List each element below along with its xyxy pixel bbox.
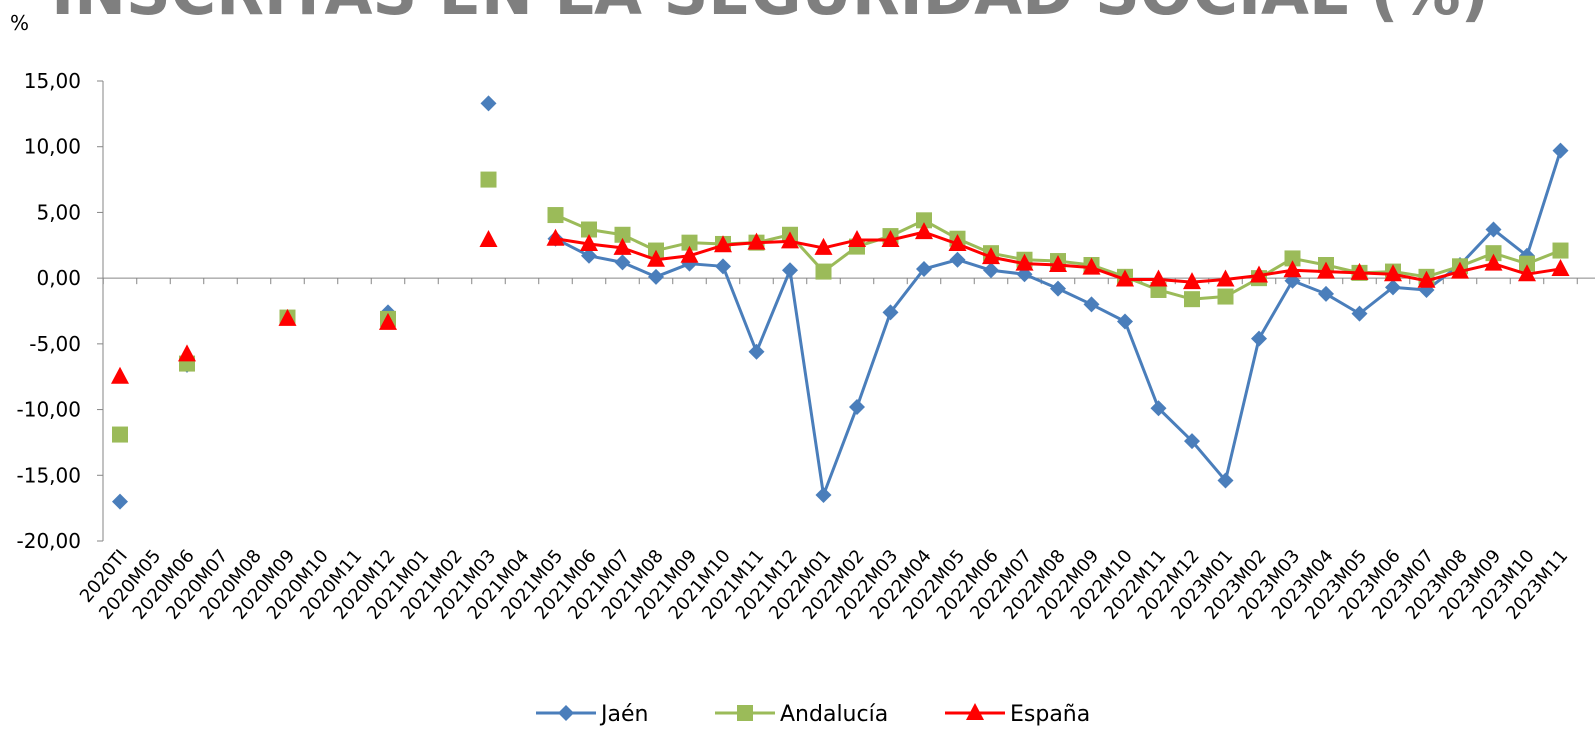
marker bbox=[648, 268, 664, 285]
marker bbox=[1082, 257, 1101, 275]
marker bbox=[1217, 288, 1234, 305]
y-tick-label: -15,00 bbox=[17, 463, 81, 487]
marker bbox=[916, 212, 932, 229]
marker bbox=[1318, 285, 1334, 302]
marker bbox=[1551, 258, 1570, 276]
marker bbox=[379, 312, 397, 330]
marker bbox=[1216, 269, 1235, 287]
marker bbox=[849, 398, 865, 415]
marker bbox=[1283, 260, 1302, 278]
marker bbox=[782, 262, 798, 279]
marker bbox=[614, 226, 631, 243]
marker bbox=[614, 254, 631, 271]
marker bbox=[781, 231, 799, 249]
marker bbox=[737, 705, 753, 721]
marker bbox=[882, 304, 899, 321]
marker bbox=[1217, 472, 1234, 489]
marker bbox=[581, 221, 597, 238]
marker bbox=[915, 222, 933, 240]
marker bbox=[1251, 330, 1267, 347]
marker bbox=[1485, 221, 1502, 238]
marker bbox=[1083, 296, 1100, 313]
marker bbox=[748, 343, 765, 360]
y-tick-label: 10,00 bbox=[24, 135, 81, 159]
marker bbox=[1150, 400, 1167, 417]
marker bbox=[1183, 272, 1201, 290]
marker bbox=[1552, 242, 1569, 259]
marker bbox=[546, 228, 565, 246]
marker bbox=[681, 234, 698, 251]
y-tick-label: -10,00 bbox=[17, 398, 81, 422]
marker bbox=[480, 95, 497, 112]
series-line bbox=[554, 150, 1562, 497]
marker bbox=[982, 247, 1000, 265]
marker bbox=[1250, 265, 1268, 283]
marker bbox=[747, 232, 766, 250]
legend-label: Andalucía bbox=[780, 702, 888, 727]
y-tick-label: -5,00 bbox=[29, 332, 81, 356]
marker bbox=[848, 230, 866, 248]
marker bbox=[681, 255, 698, 272]
marker bbox=[715, 258, 731, 275]
y-tick-label: 0,00 bbox=[36, 266, 81, 290]
marker bbox=[1049, 255, 1067, 272]
marker bbox=[1519, 255, 1535, 272]
y-tick-label: 15,00 bbox=[24, 69, 81, 93]
marker bbox=[1284, 250, 1301, 267]
marker bbox=[111, 366, 129, 384]
marker bbox=[949, 251, 966, 268]
marker bbox=[983, 262, 999, 279]
marker bbox=[966, 703, 984, 720]
marker bbox=[479, 230, 498, 248]
marker bbox=[1116, 269, 1134, 287]
marker bbox=[112, 493, 128, 510]
marker bbox=[547, 207, 564, 224]
marker bbox=[613, 237, 632, 255]
marker bbox=[815, 487, 832, 503]
marker bbox=[1518, 264, 1536, 282]
marker bbox=[1552, 142, 1569, 159]
marker bbox=[1015, 253, 1034, 271]
marker bbox=[1149, 269, 1168, 287]
marker bbox=[1484, 253, 1503, 271]
legend-label: España bbox=[1010, 702, 1090, 727]
y-tick-label: 5,00 bbox=[36, 200, 81, 224]
marker bbox=[1117, 313, 1133, 330]
marker bbox=[647, 249, 665, 267]
marker bbox=[916, 260, 932, 277]
marker bbox=[1351, 305, 1368, 322]
marker bbox=[1050, 280, 1066, 297]
y-axis-label: % bbox=[10, 11, 29, 35]
marker bbox=[1451, 261, 1469, 279]
marker bbox=[680, 245, 699, 263]
marker bbox=[948, 233, 967, 251]
marker bbox=[178, 344, 196, 362]
marker bbox=[580, 233, 598, 251]
marker bbox=[278, 308, 297, 326]
marker bbox=[814, 237, 833, 255]
marker bbox=[1317, 261, 1335, 279]
marker bbox=[1384, 264, 1402, 282]
marker bbox=[581, 247, 597, 264]
y-tick-label: -20,00 bbox=[17, 529, 81, 553]
marker bbox=[1385, 279, 1401, 296]
chart-title: INSCRITAS EN LA SEGURIDAD SOCIAL (%) bbox=[51, 0, 1489, 29]
marker bbox=[815, 263, 832, 280]
marker bbox=[881, 230, 900, 248]
marker bbox=[714, 235, 732, 253]
marker bbox=[1350, 262, 1369, 280]
legend-label: Jaén bbox=[599, 702, 648, 727]
marker bbox=[112, 426, 128, 443]
marker bbox=[558, 705, 574, 721]
marker bbox=[1184, 433, 1200, 450]
marker bbox=[1485, 245, 1502, 262]
marker bbox=[1417, 270, 1436, 288]
marker bbox=[1184, 291, 1200, 308]
marker bbox=[480, 171, 497, 188]
